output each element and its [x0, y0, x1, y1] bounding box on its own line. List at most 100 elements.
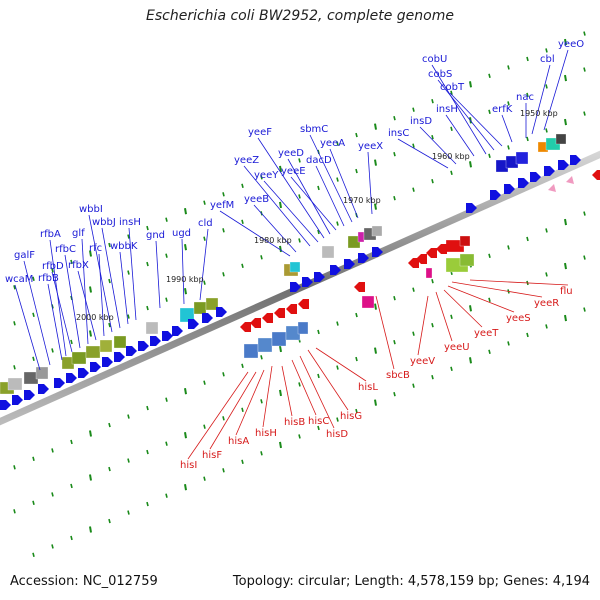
forward-gene-arrow	[172, 326, 183, 336]
track-tick	[184, 484, 187, 491]
feature-block	[193, 301, 207, 315]
track-tick	[279, 345, 282, 353]
ruler-label: 2000 kbp	[76, 313, 114, 322]
forward-gene-leader	[219, 210, 291, 257]
track-tick	[146, 261, 149, 267]
forward-gene-leader	[243, 165, 311, 247]
track-tick	[469, 305, 472, 312]
track-tick	[355, 168, 358, 174]
forward-gene-label: cobT	[440, 82, 465, 93]
track-tick	[51, 268, 54, 273]
forward-gene-label: wbbI	[79, 204, 103, 215]
forward-gene-leader	[101, 227, 121, 329]
track-tick	[545, 272, 548, 277]
feature-block	[113, 335, 127, 349]
track-tick	[317, 329, 320, 335]
feature-block	[297, 321, 309, 335]
forward-gene-leader	[253, 204, 297, 253]
forward-gene-leader	[290, 176, 337, 231]
forward-gene-label: dacD	[306, 155, 332, 166]
feature-block	[515, 151, 529, 165]
track-tick	[336, 417, 339, 422]
forward-gene-label: rfbX	[68, 260, 89, 271]
track-tick	[13, 465, 16, 470]
reverse-gene-label: hisI	[180, 460, 197, 471]
forward-gene-label: cld	[198, 218, 213, 229]
track-tick	[108, 322, 111, 328]
track-tick	[127, 314, 130, 319]
forward-gene-label: yeeX	[358, 141, 383, 152]
gene-marker	[548, 184, 556, 192]
track-tick	[241, 459, 244, 465]
forward-gene-leader	[531, 64, 551, 135]
forward-gene-leader	[14, 284, 41, 371]
track-tick	[32, 312, 35, 318]
track-tick	[108, 278, 111, 284]
track-tick	[146, 405, 149, 411]
forward-gene-leader	[81, 238, 89, 345]
reverse-gene-label: sbcB	[386, 370, 410, 381]
ruler-label: 1970 kbp	[343, 196, 381, 205]
forward-gene-arrow	[38, 384, 49, 394]
track-tick	[298, 382, 301, 387]
forward-gene-label: insD	[410, 116, 432, 127]
track-tick	[317, 185, 320, 191]
reverse-gene-arrow	[592, 170, 600, 180]
feature-block	[71, 351, 87, 365]
track-tick	[184, 388, 187, 395]
reverse-gene-arrow	[436, 244, 447, 254]
map-title: Escherichia coli BW2952, complete genome	[146, 8, 454, 24]
forward-gene-label: yeeO	[558, 39, 584, 50]
topology-label: Topology: circular; Length: 4,578,159 bp…	[232, 574, 590, 589]
ruler-label: 1960 kbp	[432, 152, 470, 161]
track-tick	[336, 141, 339, 146]
track-tick	[317, 373, 320, 379]
reverse-gene-leader	[262, 365, 273, 428]
feature-block	[99, 339, 113, 353]
reverse-gene-leader	[315, 347, 367, 382]
track-tick	[412, 143, 415, 148]
track-tick	[355, 408, 358, 414]
track-tick	[545, 324, 548, 329]
track-tick	[222, 228, 225, 233]
track-tick	[412, 187, 415, 192]
track-tick	[89, 330, 92, 337]
feature-block	[179, 307, 195, 323]
forward-gene-arrow	[138, 341, 149, 351]
forward-gene-arrow	[504, 184, 515, 194]
forward-gene-leader	[501, 114, 513, 143]
track-tick	[336, 177, 339, 182]
track-tick	[32, 552, 35, 558]
reverse-gene-arrow	[416, 254, 427, 264]
forward-gene-arrow	[330, 265, 341, 275]
track-tick	[184, 208, 187, 215]
feature-block	[35, 366, 49, 380]
track-tick	[241, 263, 244, 269]
track-tick	[51, 448, 54, 453]
feature-block	[321, 245, 335, 259]
track-tick	[298, 238, 301, 243]
track-tick	[70, 439, 73, 445]
track-tick	[241, 363, 244, 369]
reverse-gene-leader	[469, 279, 569, 286]
track-tick	[583, 211, 586, 216]
reverse-gene-label: hisD	[326, 429, 348, 440]
forward-gene-leader	[51, 271, 73, 353]
track-tick	[583, 307, 586, 312]
reverse-gene-leader	[375, 295, 395, 370]
feature-block	[145, 321, 159, 335]
feature-block	[289, 261, 301, 273]
forward-gene-arrow	[558, 160, 569, 170]
track-tick	[412, 107, 415, 112]
track-tick	[165, 493, 168, 498]
forward-gene-leader	[119, 251, 129, 325]
forward-gene-leader	[309, 134, 353, 223]
feature-block	[459, 235, 471, 247]
forward-gene-label: rfbA	[40, 229, 61, 240]
track-tick	[108, 242, 111, 248]
track-tick	[374, 303, 377, 310]
track-tick	[108, 518, 111, 524]
track-tick	[431, 375, 434, 380]
track-tick	[431, 279, 434, 284]
reverse-gene-leader	[435, 291, 453, 342]
